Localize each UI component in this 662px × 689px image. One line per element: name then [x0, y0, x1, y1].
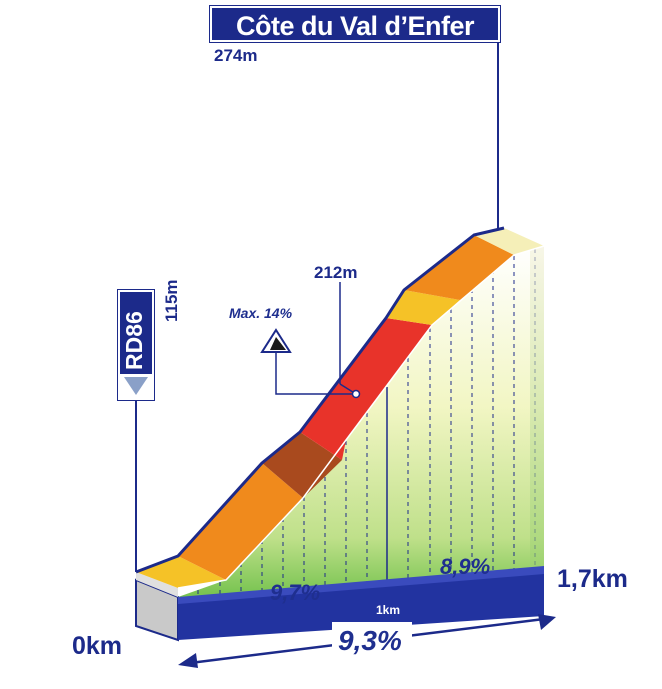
avg-arrow-head-right [538, 614, 556, 630]
avg-label-bg [332, 622, 412, 656]
base-strip [178, 572, 544, 640]
segment-pale-top [474, 228, 544, 255]
steep-gradient-icon-fill [270, 337, 286, 350]
avg-gradient-label: 9,3% [338, 625, 402, 656]
down-arrow-icon [124, 377, 148, 395]
max-gradient-point [351, 389, 361, 399]
segment-orange-2 [404, 235, 514, 300]
start-end-cap-top [136, 572, 178, 597]
max-gradient-altitude: 212m [314, 263, 357, 282]
segment-red-max [300, 318, 432, 460]
profile-wall [178, 246, 544, 602]
start-km: 0km [72, 632, 123, 660]
summit-altitude: 274m [214, 46, 258, 65]
base-strip-top [178, 566, 544, 604]
segment-gradient-1: 9,7% [270, 580, 320, 605]
profile-right-side [514, 246, 544, 580]
start-altitude: 115m [162, 279, 181, 322]
profile-top-edge [135, 226, 505, 574]
segment-orange-1 [178, 463, 303, 580]
profile-front-edge [177, 245, 545, 589]
end-km: 1,7km [557, 565, 628, 593]
max-gradient-label: Max. 14% [229, 305, 293, 321]
km-1-label: 1km [376, 603, 400, 617]
max-gradient-leader [275, 350, 356, 395]
summit-title: Côte du Val d’Enfer [210, 6, 500, 42]
segment-gradient-2: 8,9% [440, 554, 490, 579]
start-road-label: RD86 [121, 311, 147, 370]
avg-arrow-head-left [178, 653, 198, 668]
